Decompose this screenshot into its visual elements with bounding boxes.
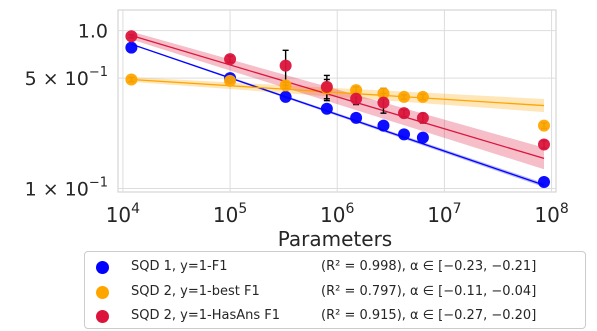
data-points [125,30,551,188]
data-point [350,92,363,105]
data-point [279,79,292,92]
scaling-law-chart: 104 105 106 107 108 1.0 5 × 10−1 1 × 10−1 Para… [25,9,569,250]
grid [117,9,557,193]
x-tick-label: 107 [427,201,461,227]
legend-item-sqd2-hasans: SQD 2, y=1-HasAns F1 (R² = 0.915), α ∈ [… [85,306,585,328]
data-point [224,53,237,66]
data-point [538,119,551,132]
legend-series-name: SQD 2, y=1-best F1 [131,284,260,299]
legend-marker [96,286,109,299]
data-point [320,80,333,93]
x-tick-label: 108 [534,201,568,227]
legend-marker [96,310,109,323]
fit-line [131,34,545,160]
legend-series-name: SQD 1, y=1-F1 [131,259,228,274]
legend-series-stat: (R² = 0.915), α ∈ [−0.27, −0.20] [321,308,537,323]
data-point [377,119,390,132]
data-point [320,102,333,115]
data-point [279,59,292,72]
y-tick-label: 5 × 10−1 [25,65,108,90]
data-point [125,73,138,86]
x-tick-label: 105 [213,201,247,227]
y-tick-label: 1 × 10−1 [25,175,108,200]
data-point [377,87,390,100]
legend-series-stat: (R² = 0.797), α ∈ [−0.11, −0.04] [321,284,537,299]
x-axis-label: Parameters [278,227,392,250]
fit-line [131,78,545,107]
data-point [538,138,551,151]
data-point [377,96,390,109]
y-tick-labels: 1.0 5 × 10−1 1 × 10−1 [25,21,108,201]
data-point [416,90,429,103]
data-point [398,107,411,120]
data-point [416,131,429,144]
legend-series-stat: (R² = 0.998), α ∈ [−0.23, −0.21] [321,259,537,274]
data-point [398,90,411,103]
data-point [350,111,363,124]
data-point [279,90,292,103]
x-tick-labels: 104 105 106 107 108 [106,201,569,227]
legend-marker [96,261,109,274]
x-tick-label: 106 [320,201,354,227]
legend: SQD 1, y=1-F1 (R² = 0.998), α ∈ [−0.23, … [84,251,586,329]
y-tick-label: 1.0 [78,21,108,43]
data-point [224,74,237,87]
legend-item-sqd1: SQD 1, y=1-F1 (R² = 0.998), α ∈ [−0.23, … [85,257,585,279]
fit-line [131,43,545,186]
legend-series-name: SQD 2, y=1-HasAns F1 [131,308,281,323]
data-point [125,41,138,54]
legend-item-sqd2-best: SQD 2, y=1-best F1 (R² = 0.797), α ∈ [−0… [85,282,585,304]
data-point [125,30,138,43]
data-point [538,175,551,188]
x-tick-label: 104 [106,201,140,227]
data-point [350,84,363,97]
data-point [398,128,411,141]
data-point [416,111,429,124]
fit-lines [131,34,545,186]
